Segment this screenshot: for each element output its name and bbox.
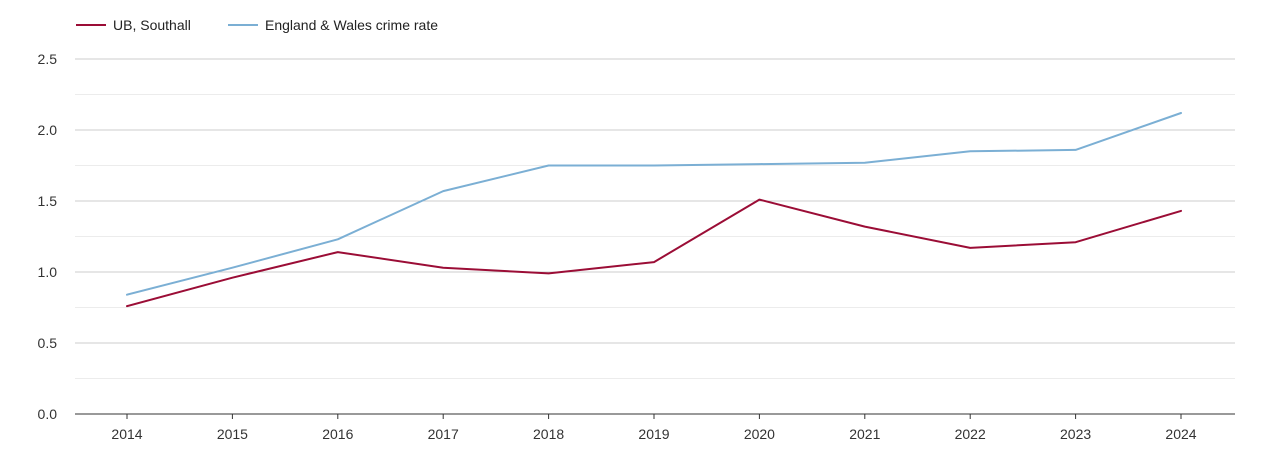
x-tick-label: 2024: [1165, 426, 1196, 442]
series-point-1[interactable]: [335, 237, 340, 242]
series-line-1: [126, 112, 1182, 296]
series-point-1[interactable]: [1073, 147, 1078, 152]
series-point-0[interactable]: [230, 275, 235, 280]
series-point-0[interactable]: [546, 271, 551, 276]
x-tick-label: 2014: [111, 426, 142, 442]
grid-lines: [75, 58, 1235, 379]
series-point-0[interactable]: [441, 265, 446, 270]
x-tick-label: 2023: [1060, 426, 1091, 442]
x-tick-label: 2019: [638, 426, 669, 442]
y-tick-label: 1.5: [38, 193, 58, 209]
series-point-1[interactable]: [125, 292, 130, 297]
series-point-0[interactable]: [1179, 208, 1184, 213]
series-point-1[interactable]: [546, 163, 551, 168]
series-point-1[interactable]: [757, 162, 762, 167]
legend: UB, Southall England & Wales crime rate: [76, 17, 438, 33]
series-point-0[interactable]: [335, 250, 340, 255]
series-point-1[interactable]: [230, 265, 235, 270]
y-tick-label: 2.5: [38, 51, 58, 67]
y-tick-label: 0.5: [38, 335, 58, 351]
series-point-0[interactable]: [1073, 240, 1078, 245]
series-point-0[interactable]: [862, 224, 867, 229]
x-tick-label: 2017: [428, 426, 459, 442]
series-point-1[interactable]: [968, 149, 973, 154]
series-point-0[interactable]: [757, 197, 762, 202]
x-tick-label: 2015: [217, 426, 248, 442]
legend-label-1[interactable]: England & Wales crime rate: [265, 17, 438, 33]
y-tick-label: 0.0: [38, 406, 58, 422]
series-point-1[interactable]: [652, 163, 657, 168]
series-lines: [125, 110, 1184, 309]
y-tick-label: 2.0: [38, 122, 58, 138]
x-tick-label: 2018: [533, 426, 564, 442]
series-point-1[interactable]: [862, 160, 867, 165]
series-point-0[interactable]: [652, 260, 657, 265]
series-line-0: [126, 198, 1182, 308]
series-point-0[interactable]: [968, 245, 973, 250]
series-point-1[interactable]: [1179, 110, 1184, 115]
y-tick-label: 1.0: [38, 264, 58, 280]
legend-label-0[interactable]: UB, Southall: [113, 17, 191, 33]
x-tick-label: 2016: [322, 426, 353, 442]
series-point-0[interactable]: [125, 304, 130, 309]
x-tick-label: 2022: [955, 426, 986, 442]
x-tick-label: 2020: [744, 426, 775, 442]
series-point-1[interactable]: [441, 189, 446, 194]
axes: 0.0 0.5 1.0 1.5 2.0 2.5 2014 2015 2016 2017 2018 20…: [38, 51, 1235, 442]
x-tick-label: 2021: [849, 426, 880, 442]
